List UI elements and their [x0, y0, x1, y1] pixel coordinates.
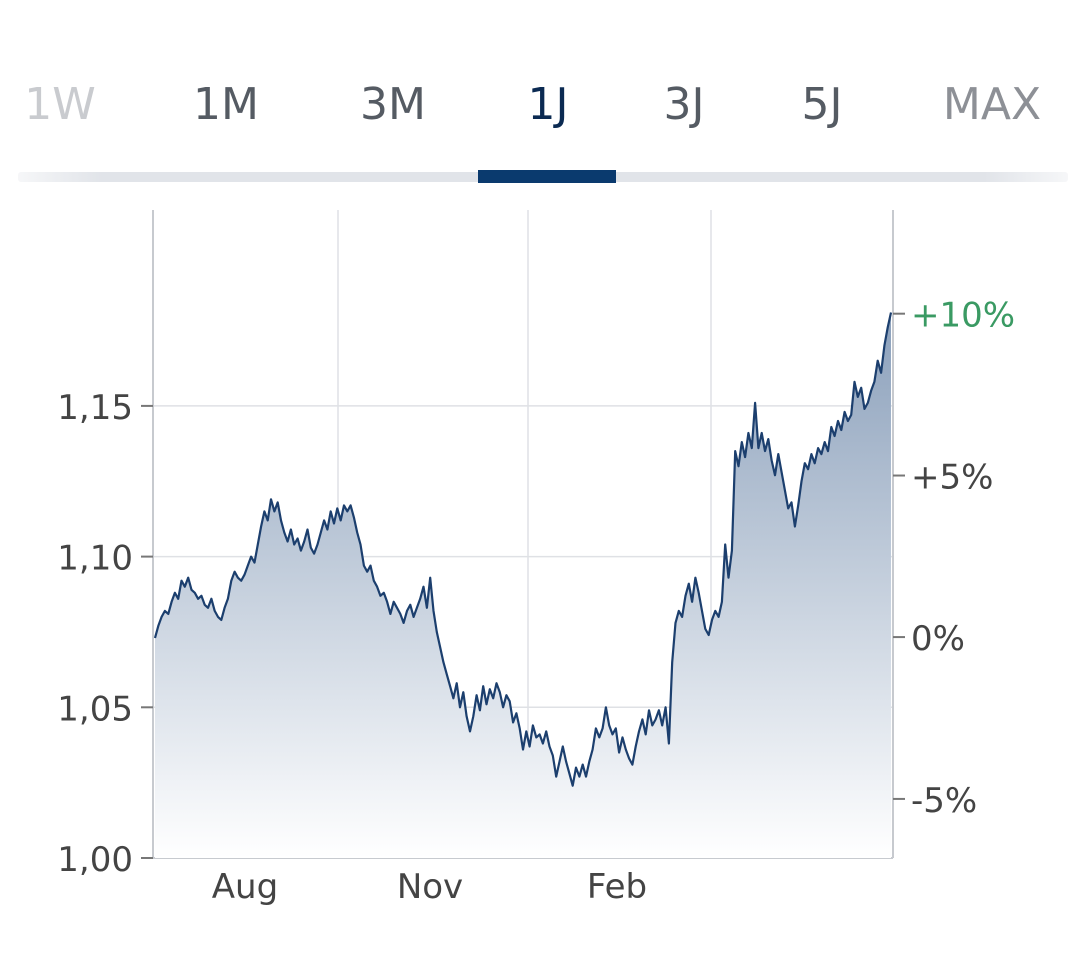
y-right-tick-label: +5%: [911, 458, 993, 498]
y-left-tick-label: 1,00: [57, 840, 133, 880]
period-tab-bar: 1W 1M 3M 1J 3J 5J MAX: [0, 40, 1085, 185]
price-line: [153, 312, 893, 787]
price-area: [155, 312, 891, 858]
tab-1j[interactable]: 1J: [527, 78, 569, 130]
y-left-tick-label: 1,15: [57, 388, 133, 428]
tab-3m[interactable]: 3M: [360, 78, 426, 130]
y-right-tick-label: 0%: [911, 619, 965, 659]
active-tab-indicator: [478, 170, 616, 183]
tab-5j[interactable]: 5J: [801, 78, 843, 130]
y-right-tick-label: -5%: [911, 781, 977, 821]
tab-3j[interactable]: 3J: [663, 78, 705, 130]
y-left-tick-label: 1,05: [57, 689, 133, 729]
x-tick-label: Feb: [587, 867, 647, 907]
tab-1m[interactable]: 1M: [193, 78, 259, 130]
x-tick-label: Aug: [212, 867, 278, 907]
tab-1w[interactable]: 1W: [24, 78, 96, 130]
tab-max[interactable]: MAX: [942, 78, 1042, 130]
x-tick-label: Nov: [397, 867, 463, 907]
y-left-tick-label: 1,10: [57, 539, 133, 579]
y-right-tick-label: +10%: [911, 296, 1015, 336]
